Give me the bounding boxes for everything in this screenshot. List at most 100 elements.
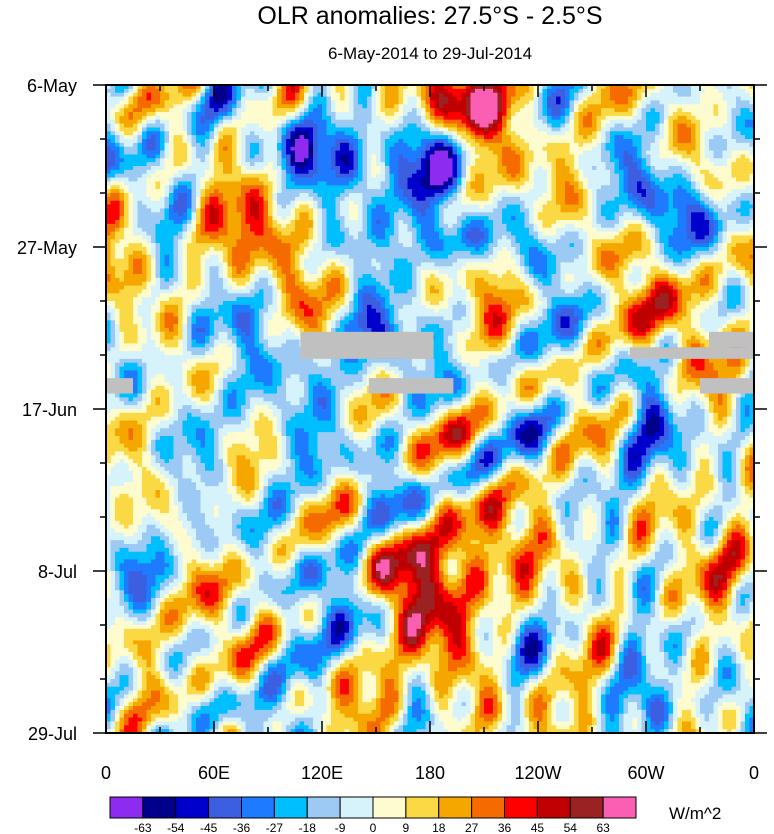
anomaly-cell [628, 108, 634, 113]
anomaly-cell [466, 112, 472, 117]
anomaly-cell [700, 169, 710, 175]
anomaly-cell [448, 204, 481, 210]
anomaly-cell [326, 127, 355, 132]
anomaly-cell [461, 239, 472, 244]
anomaly-cell [587, 196, 593, 202]
anomaly-cell [200, 177, 211, 183]
anomaly-cell [106, 100, 121, 105]
anomaly-cell [227, 343, 238, 348]
anomaly-cell [443, 239, 463, 244]
anomaly-cell [587, 266, 593, 271]
anomaly-cell [236, 204, 247, 210]
anomaly-cell [551, 324, 557, 329]
anomaly-cell [322, 324, 328, 329]
anomaly-cell [470, 92, 499, 98]
anomaly-cell [367, 135, 382, 140]
anomaly-cell [655, 235, 661, 240]
anomaly-cell [164, 189, 170, 194]
anomaly-cell [191, 231, 197, 237]
anomaly-cell [241, 193, 247, 198]
anomaly-cell [511, 270, 521, 275]
anomaly-cell [556, 320, 562, 325]
anomaly-cell [601, 250, 616, 256]
anomaly-cell [290, 266, 296, 271]
anomaly-cell [587, 289, 593, 294]
anomaly-cell [461, 142, 467, 148]
anomaly-cell [457, 96, 463, 102]
anomaly-cell [137, 135, 143, 140]
anomaly-cell [268, 304, 278, 310]
anomaly-cell [461, 316, 472, 321]
anomaly-cell [709, 231, 715, 237]
anomaly-cell [295, 108, 301, 113]
anomaly-cell [304, 308, 314, 314]
anomaly-cell [583, 293, 598, 298]
anomaly-cell [722, 220, 728, 225]
anomaly-cell [628, 223, 643, 229]
anomaly-cell [713, 208, 724, 213]
anomaly-cell [182, 335, 188, 341]
anomaly-cell [524, 212, 530, 217]
anomaly-cell [308, 131, 314, 136]
anomaly-cell [673, 285, 679, 291]
anomaly-cell [128, 85, 134, 90]
anomaly-cell [349, 200, 355, 206]
anomaly-cell [308, 231, 314, 237]
anomaly-cell [272, 355, 310, 360]
anomaly-cell [466, 216, 490, 221]
anomaly-cell [740, 274, 746, 279]
anomaly-cell [380, 142, 386, 148]
anomaly-cell [385, 304, 395, 310]
anomaly-cell [182, 239, 193, 244]
anomaly-cell [407, 181, 422, 186]
anomaly-cell [335, 316, 341, 321]
anomaly-cell [736, 220, 751, 225]
anomaly-cell [218, 254, 224, 260]
anomaly-cell [389, 235, 400, 240]
anomaly-cell [344, 266, 350, 271]
anomaly-cell [380, 150, 386, 156]
anomaly-cell [722, 154, 733, 159]
anomaly-cell [385, 88, 400, 94]
anomaly-cell [466, 235, 485, 240]
anomaly-cell [367, 231, 373, 237]
anomaly-cell [592, 200, 598, 206]
anomaly-cell [439, 231, 445, 237]
anomaly-cell [272, 196, 278, 202]
anomaly-cell [497, 193, 544, 198]
anomaly-cell [592, 204, 598, 210]
anomaly-cell [646, 235, 652, 240]
anomaly-cell [655, 139, 661, 144]
anomaly-cell [137, 212, 166, 217]
anomaly-cell [322, 196, 337, 202]
anomaly-cell [731, 108, 742, 113]
anomaly-cell [110, 85, 116, 90]
anomaly-cell [565, 96, 571, 102]
anomaly-cell [650, 185, 661, 190]
anomaly-cell [407, 196, 418, 202]
anomaly-cell [493, 200, 499, 206]
anomaly-cell [686, 208, 706, 213]
anomaly-cell [479, 335, 490, 341]
anomaly-cell [466, 146, 476, 152]
anomaly-cell [713, 154, 724, 159]
anomaly-cell [299, 328, 305, 333]
anomaly-cell [263, 208, 269, 213]
anomaly-cell [565, 119, 571, 125]
anomaly-cell [479, 304, 485, 310]
anomaly-cell [560, 285, 580, 291]
anomaly-cell [160, 277, 166, 283]
anomaly-cell [151, 92, 161, 98]
anomaly-cell [475, 304, 481, 310]
anomaly-cell [623, 123, 634, 129]
anomaly-cell [146, 339, 157, 345]
anomaly-cell [200, 208, 206, 213]
anomaly-cell [641, 270, 652, 275]
anomaly-cell [295, 250, 305, 256]
anomaly-cell [475, 189, 485, 194]
anomaly-cell [160, 312, 166, 318]
anomaly-cell [376, 88, 382, 94]
anomaly-cell [466, 308, 472, 314]
anomaly-cell [349, 308, 355, 314]
anomaly-cell [245, 208, 251, 213]
